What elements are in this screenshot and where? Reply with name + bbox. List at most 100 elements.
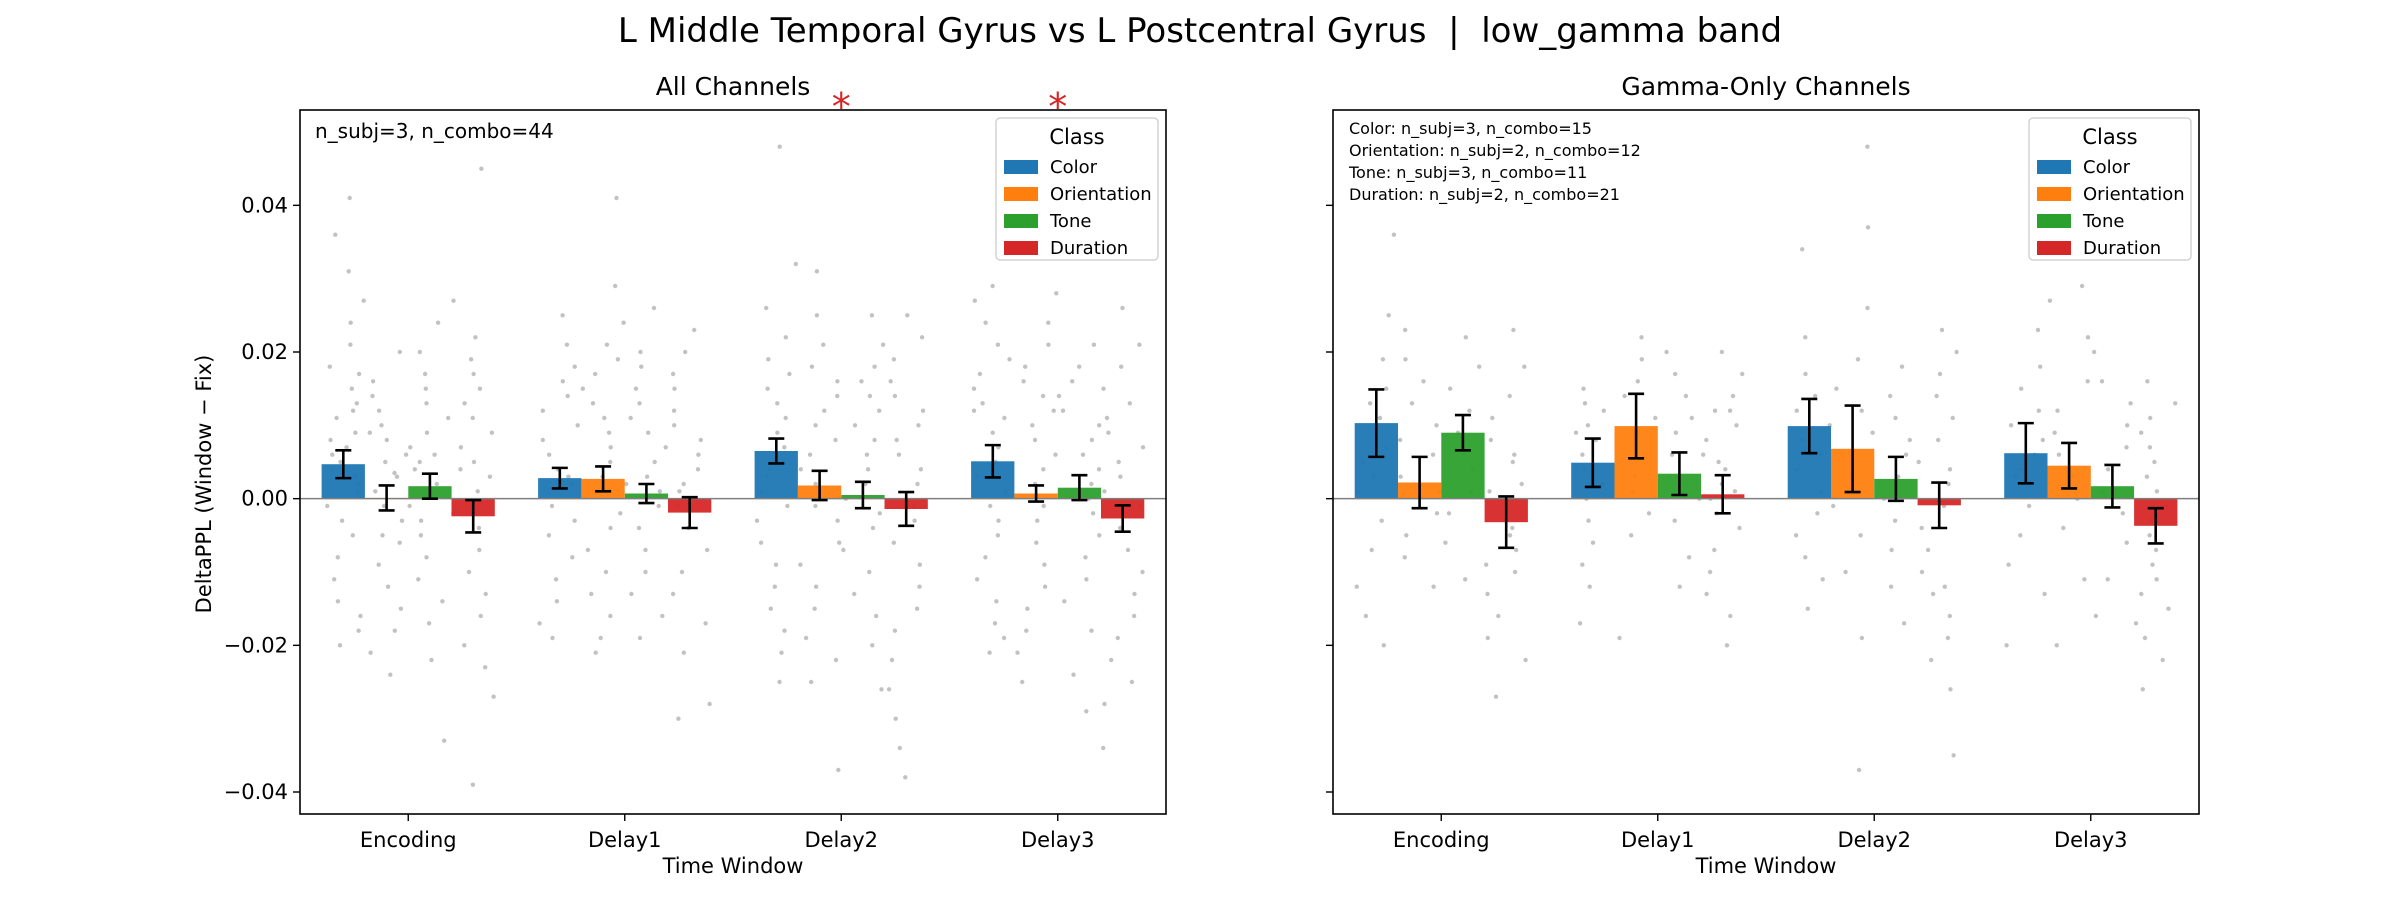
data-point bbox=[703, 621, 708, 626]
data-point bbox=[565, 393, 570, 399]
data-point bbox=[589, 591, 594, 597]
error-bar-color-delay3 bbox=[984, 443, 1001, 479]
data-point bbox=[554, 599, 560, 604]
data-point bbox=[1512, 569, 1518, 575]
data-point bbox=[692, 327, 697, 333]
data-point bbox=[912, 518, 917, 523]
data-point bbox=[442, 738, 447, 743]
data-point bbox=[1056, 393, 1062, 399]
data-point bbox=[370, 379, 376, 384]
data-point bbox=[987, 650, 992, 655]
data-point bbox=[470, 415, 475, 421]
data-point bbox=[2120, 511, 2125, 516]
data-point bbox=[585, 547, 591, 553]
data-point bbox=[1635, 379, 1641, 384]
data-point bbox=[1727, 408, 1733, 413]
data-point bbox=[814, 313, 820, 318]
data-point bbox=[1054, 291, 1059, 296]
data-point bbox=[2018, 533, 2023, 538]
data-point bbox=[864, 452, 870, 457]
error-bar-orientation-delay1 bbox=[595, 465, 612, 493]
error-bar-tone-encoding bbox=[1454, 413, 1471, 452]
data-point bbox=[1723, 467, 1728, 472]
data-point bbox=[598, 635, 603, 641]
data-point bbox=[1053, 452, 1058, 457]
data-point bbox=[1106, 430, 1111, 435]
data-point bbox=[2055, 408, 2060, 413]
data-point bbox=[2105, 467, 2111, 472]
data-point bbox=[1367, 401, 1373, 406]
x-tick-label-delay3: Delay3 bbox=[1021, 828, 1095, 852]
data-point bbox=[841, 547, 846, 553]
data-point bbox=[334, 415, 339, 421]
legend-label-color: Color bbox=[1050, 157, 1098, 178]
data-point bbox=[1089, 481, 1094, 487]
data-point bbox=[813, 584, 819, 589]
data-point bbox=[1734, 423, 1739, 428]
data-point bbox=[2008, 423, 2014, 428]
data-point bbox=[477, 547, 482, 553]
data-point bbox=[671, 408, 677, 413]
data-point bbox=[651, 305, 657, 311]
data-point bbox=[772, 584, 777, 589]
data-point bbox=[356, 371, 362, 377]
data-point bbox=[1384, 386, 1389, 391]
data-point bbox=[2148, 415, 2153, 421]
data-point bbox=[1421, 379, 1426, 384]
data-point bbox=[1127, 401, 1133, 406]
data-point bbox=[1724, 643, 1730, 648]
data-point bbox=[1119, 364, 1124, 369]
data-point bbox=[483, 665, 488, 670]
legend-swatch-orientation bbox=[1004, 187, 1038, 201]
data-point bbox=[590, 401, 596, 406]
data-point bbox=[1942, 584, 1948, 589]
data-point bbox=[1580, 562, 1585, 567]
data-point bbox=[1707, 569, 1713, 575]
legend-label-duration: Duration bbox=[1050, 238, 1128, 259]
data-point bbox=[1919, 569, 1925, 575]
data-point bbox=[2082, 577, 2087, 582]
data-point bbox=[972, 298, 977, 303]
data-point bbox=[798, 467, 803, 472]
error-bar-duration-encoding bbox=[1498, 495, 1515, 550]
data-point bbox=[1946, 481, 1951, 487]
data-point bbox=[1467, 408, 1472, 413]
data-point bbox=[1116, 459, 1121, 465]
data-point bbox=[775, 430, 780, 435]
data-point bbox=[424, 401, 429, 406]
data-point bbox=[458, 467, 463, 472]
data-point bbox=[2006, 562, 2011, 567]
data-point bbox=[1120, 305, 1125, 311]
data-point bbox=[1140, 445, 1146, 450]
data-point bbox=[638, 349, 643, 355]
data-point bbox=[2128, 401, 2133, 406]
data-point bbox=[1664, 349, 1669, 355]
data-point bbox=[540, 437, 545, 443]
y-tick-label: 0.00 bbox=[241, 487, 288, 511]
data-point bbox=[833, 437, 838, 443]
error-bar-duration-delay2 bbox=[1931, 481, 1948, 530]
error-bar-duration-delay1 bbox=[681, 495, 698, 530]
data-point bbox=[1101, 386, 1106, 391]
data-point bbox=[1831, 503, 1836, 509]
data-point bbox=[1916, 459, 1921, 465]
data-point bbox=[1582, 401, 1588, 406]
data-point bbox=[1369, 547, 1374, 553]
data-point bbox=[1677, 584, 1682, 589]
data-point bbox=[384, 437, 389, 443]
data-point bbox=[1859, 408, 1864, 413]
data-point bbox=[891, 540, 896, 545]
data-point bbox=[466, 569, 472, 575]
data-point bbox=[1907, 437, 1913, 443]
x-axis-label-gamma-only: Time Window bbox=[1695, 854, 1837, 878]
data-point bbox=[376, 408, 382, 413]
data-point bbox=[1363, 613, 1369, 619]
error-bar-orientation-delay3 bbox=[2061, 441, 2078, 490]
data-point bbox=[338, 459, 343, 465]
data-point bbox=[426, 621, 432, 626]
data-point bbox=[681, 481, 686, 487]
data-point bbox=[915, 481, 920, 487]
data-point bbox=[418, 533, 424, 538]
error-bar-orientation-delay2 bbox=[1844, 404, 1861, 494]
error-bar-duration-delay2 bbox=[898, 490, 915, 528]
